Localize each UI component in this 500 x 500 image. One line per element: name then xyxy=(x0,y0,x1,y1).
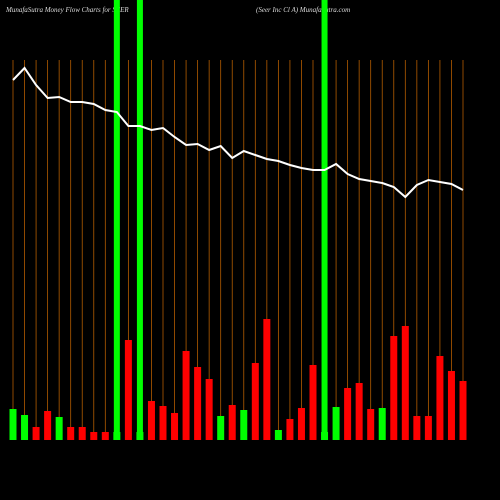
line xyxy=(12,66,464,199)
bar xyxy=(32,427,40,440)
bar xyxy=(251,363,259,440)
bar xyxy=(240,410,248,440)
bar xyxy=(401,326,409,440)
highlight-bar xyxy=(113,0,120,440)
bar xyxy=(263,319,271,440)
bar xyxy=(344,388,352,440)
bar xyxy=(159,406,167,440)
bar xyxy=(136,432,144,440)
bar xyxy=(297,408,305,440)
bar xyxy=(205,379,213,440)
bar xyxy=(78,427,86,440)
bar xyxy=(378,408,386,440)
bar xyxy=(367,409,375,440)
bar xyxy=(286,419,294,440)
bar xyxy=(44,411,52,440)
bar xyxy=(182,351,190,440)
bar xyxy=(447,371,455,440)
chart-subtitle: (Seer Inc Cl A) MunafaSutra.com xyxy=(256,6,350,14)
bar xyxy=(21,415,29,440)
bar xyxy=(436,356,444,440)
bar xyxy=(228,405,236,440)
bar xyxy=(90,432,98,440)
bar xyxy=(55,417,63,440)
chart-title: MunafaSutra Money Flow Charts for SEER xyxy=(5,6,129,14)
bar xyxy=(355,383,363,440)
bar xyxy=(101,432,109,440)
bar xyxy=(321,432,329,440)
bar xyxy=(332,407,340,440)
bar xyxy=(309,365,317,440)
bar xyxy=(113,432,121,440)
bar xyxy=(171,413,179,440)
bar xyxy=(194,367,202,440)
bar xyxy=(9,409,17,440)
bar xyxy=(274,430,282,440)
bar xyxy=(424,416,432,440)
bar xyxy=(390,336,398,440)
bar xyxy=(459,381,467,440)
bar xyxy=(217,416,225,440)
bar xyxy=(124,340,132,440)
bar xyxy=(147,401,155,440)
bar xyxy=(413,416,421,440)
bar xyxy=(67,427,75,440)
highlight-bar xyxy=(321,0,328,440)
highlight-bar xyxy=(136,0,143,440)
